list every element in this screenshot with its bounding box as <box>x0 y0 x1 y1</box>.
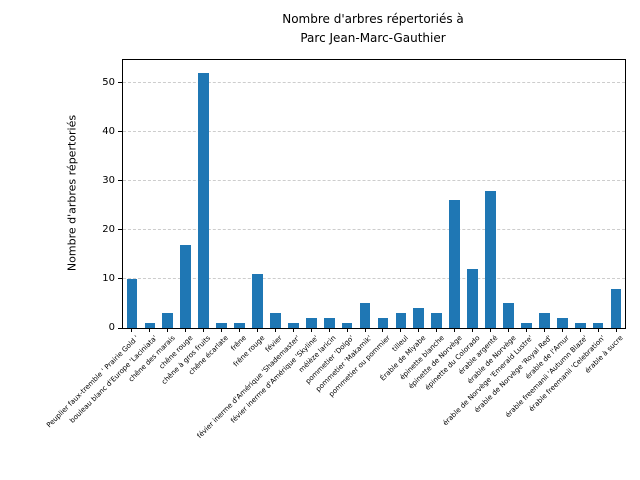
x-tick <box>328 328 330 332</box>
y-tick <box>118 327 123 329</box>
bar <box>126 278 138 328</box>
y-tick-label: 20 <box>102 223 115 235</box>
x-tick <box>203 328 205 332</box>
bar <box>180 244 192 328</box>
bar <box>341 323 353 328</box>
bar <box>485 190 496 328</box>
bar <box>377 318 389 328</box>
x-tick <box>239 328 241 332</box>
y-tick <box>118 82 123 84</box>
gridline <box>123 229 625 231</box>
bar <box>556 318 568 328</box>
x-tick <box>454 328 456 332</box>
bar <box>359 303 371 328</box>
chart-title: Nombre d'arbres répertoriés à Parc Jean-… <box>282 12 464 45</box>
bar <box>574 323 586 328</box>
bar <box>431 313 443 328</box>
x-tick <box>292 328 294 332</box>
x-tick <box>382 328 384 332</box>
bar <box>198 72 210 328</box>
x-tick <box>418 328 420 332</box>
bar <box>592 323 604 328</box>
y-tick <box>118 131 123 133</box>
x-tick <box>167 328 169 332</box>
bar <box>234 323 245 328</box>
plot-area: 0 10 20 30 40 50 Peuplier faux-tremble ' Prair… <box>45 59 626 440</box>
y-tick-label: 0 <box>108 322 115 333</box>
x-tick <box>507 328 509 332</box>
x-tick <box>436 328 438 332</box>
x-tick <box>310 328 312 332</box>
gridline <box>123 131 625 133</box>
bar <box>144 323 156 328</box>
x-tick <box>543 328 545 332</box>
y-tick-label: 10 <box>102 272 115 284</box>
x-tick <box>185 328 187 332</box>
y-tick <box>118 180 123 182</box>
bar <box>413 308 425 328</box>
y-tick <box>118 229 123 231</box>
x-tick <box>131 328 133 332</box>
y-axis-label: Nombre d'arbres répertoriés <box>65 114 79 272</box>
bar <box>538 313 550 328</box>
bar <box>252 274 263 328</box>
bar <box>305 318 317 328</box>
bar <box>610 288 622 328</box>
gridline <box>123 180 625 182</box>
y-tick-label: 40 <box>102 125 115 137</box>
gridline <box>123 278 625 280</box>
x-tick <box>561 328 563 332</box>
bar <box>449 200 461 328</box>
bar <box>467 269 478 328</box>
x-tick <box>472 328 474 332</box>
bar <box>521 323 532 328</box>
y-tick-label: 50 <box>102 76 115 88</box>
x-tick <box>346 328 348 332</box>
x-tick <box>615 328 617 332</box>
y-tick-label: 30 <box>102 174 115 186</box>
bar <box>503 303 514 328</box>
x-tick <box>274 328 276 332</box>
bar <box>287 323 299 328</box>
gridline <box>123 82 625 84</box>
x-tick <box>149 328 151 332</box>
x-tick <box>221 328 223 332</box>
x-tick <box>579 328 581 332</box>
x-tick <box>400 328 402 332</box>
x-tick <box>256 328 258 332</box>
x-tick <box>364 328 366 332</box>
x-tick <box>490 328 492 332</box>
bar <box>216 323 227 328</box>
x-tick <box>597 328 599 332</box>
y-tick <box>118 278 123 280</box>
x-tick-label: Peuplier faux-tremble ' Prairie Gold ' <box>45 334 141 430</box>
x-tick <box>525 328 527 332</box>
bar <box>270 313 281 328</box>
bar <box>395 313 407 328</box>
bar <box>323 318 335 328</box>
x-tick-label: bouleau blanc d'Europe 'Laciniata' <box>67 334 159 425</box>
bar <box>162 313 174 328</box>
